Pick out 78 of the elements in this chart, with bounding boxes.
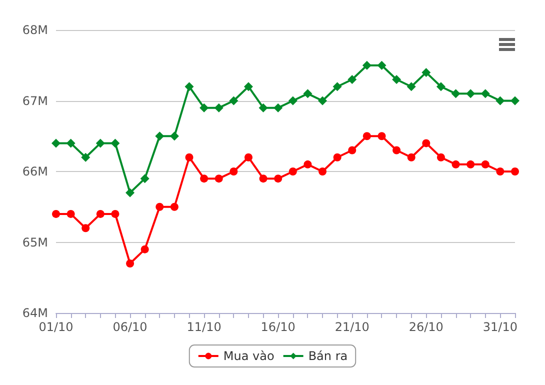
point bbox=[156, 202, 164, 211]
point bbox=[332, 82, 342, 92]
point bbox=[110, 138, 120, 148]
point bbox=[392, 75, 402, 84]
x-tick-label: 06/10 bbox=[112, 320, 148, 334]
x-tick-label: 31/10 bbox=[482, 320, 518, 334]
y-tick-label: 65M bbox=[22, 235, 48, 250]
point bbox=[214, 174, 223, 183]
point bbox=[348, 75, 357, 84]
point bbox=[274, 103, 283, 112]
legend-label: Mua vào bbox=[223, 349, 274, 363]
point bbox=[496, 168, 504, 176]
y-tick-label: 67M bbox=[22, 94, 48, 108]
point bbox=[362, 60, 372, 70]
point bbox=[318, 96, 328, 106]
point bbox=[318, 168, 327, 176]
point bbox=[436, 82, 446, 92]
y-tick-label: 64M bbox=[22, 306, 48, 320]
point bbox=[377, 60, 386, 70]
point bbox=[436, 153, 445, 162]
point bbox=[422, 68, 431, 77]
point bbox=[258, 103, 268, 112]
y-tick-label: 66M bbox=[22, 164, 48, 178]
point bbox=[466, 160, 475, 168]
point bbox=[170, 202, 178, 211]
y-tick-label: 68M bbox=[22, 23, 48, 37]
x-tick-label: 26/10 bbox=[408, 320, 444, 334]
point bbox=[155, 132, 164, 141]
point bbox=[96, 138, 105, 148]
point bbox=[288, 168, 297, 176]
point bbox=[511, 168, 519, 176]
point bbox=[200, 103, 209, 112]
point bbox=[214, 103, 224, 112]
point bbox=[466, 89, 476, 98]
point bbox=[451, 89, 460, 98]
point bbox=[481, 160, 490, 168]
point bbox=[244, 82, 253, 92]
point bbox=[392, 146, 401, 154]
legend-label: Bán ra bbox=[308, 349, 348, 363]
point bbox=[510, 96, 520, 106]
point bbox=[348, 146, 356, 154]
point bbox=[82, 224, 90, 232]
x-tick-label: 11/10 bbox=[186, 320, 222, 334]
x-tick-label: 01/10 bbox=[38, 320, 74, 334]
point bbox=[126, 188, 135, 198]
point bbox=[407, 153, 416, 162]
x-tick-label: 21/10 bbox=[334, 320, 370, 334]
point bbox=[452, 160, 460, 168]
point bbox=[230, 168, 238, 176]
point bbox=[229, 96, 238, 106]
point bbox=[378, 132, 386, 140]
point bbox=[184, 82, 194, 92]
point bbox=[81, 152, 90, 162]
point bbox=[170, 132, 179, 141]
point bbox=[52, 138, 60, 148]
point bbox=[96, 210, 104, 218]
point bbox=[496, 96, 505, 106]
point bbox=[333, 153, 342, 162]
point bbox=[362, 132, 371, 140]
point bbox=[185, 153, 194, 162]
point bbox=[140, 245, 149, 254]
point bbox=[406, 82, 416, 92]
point bbox=[200, 174, 208, 183]
point bbox=[480, 89, 490, 98]
point bbox=[274, 174, 282, 183]
point bbox=[422, 139, 430, 148]
point bbox=[288, 96, 298, 106]
point bbox=[303, 89, 312, 98]
point bbox=[66, 210, 75, 218]
point bbox=[126, 259, 134, 268]
point bbox=[140, 174, 150, 184]
point bbox=[259, 174, 268, 183]
point bbox=[52, 210, 60, 218]
point bbox=[244, 153, 252, 162]
x-tick-label: 16/10 bbox=[260, 320, 296, 334]
point bbox=[111, 210, 120, 218]
point bbox=[304, 160, 312, 168]
point bbox=[66, 138, 76, 148]
